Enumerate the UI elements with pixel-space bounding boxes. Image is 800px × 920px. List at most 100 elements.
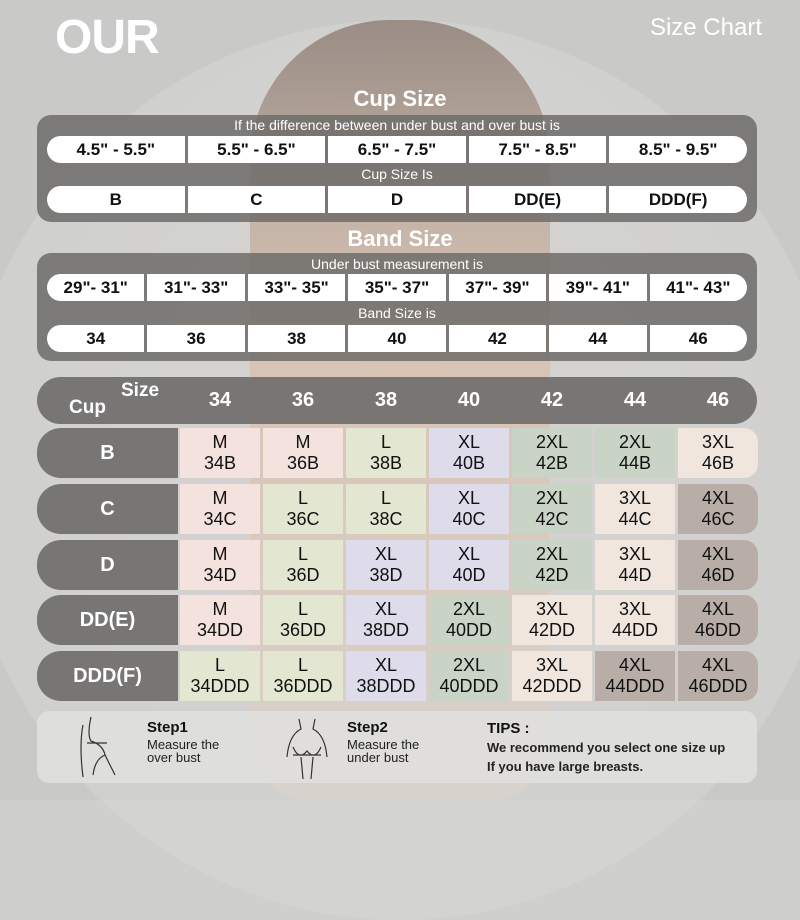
cell-code: 38C <box>369 509 403 529</box>
step1: Step1 Measure the over bust <box>147 719 220 765</box>
size-cell: 3XL 42DD <box>512 595 592 645</box>
cell-size: L <box>380 488 391 508</box>
cell-size: L <box>297 655 308 675</box>
cup-value-pill: C <box>187 186 326 213</box>
step1-title: Step1 <box>147 719 188 736</box>
size-cell: 3XL 44C <box>595 484 675 534</box>
cup-result-caption: Cup Size Is <box>361 166 433 182</box>
band-range-pill: 31"- 33" <box>147 274 245 301</box>
band-range-row: 29"- 31" 31"- 33" 33"- 35" 35"- 37" 37"- 39"… <box>47 274 747 301</box>
cell-size: XL <box>457 488 481 508</box>
cup-row-label: DDD(F) <box>37 651 178 701</box>
tips-line2: If you have large breasts. <box>487 759 644 774</box>
size-cell: L 36DDD <box>263 651 343 701</box>
size-cell: 4XL 46DD <box>678 595 758 645</box>
cell-size: XL <box>374 655 398 675</box>
cell-code: 44DDD <box>605 676 665 696</box>
step2-title: Step2 <box>347 719 388 736</box>
cell-code: 46C <box>701 509 735 529</box>
step2: Step2 Measure the under bust <box>347 719 420 764</box>
size-cell: 3XL 46B <box>678 428 758 478</box>
measure-caption: Under bust measurement is <box>311 256 483 272</box>
cell-code: 34D <box>203 565 237 585</box>
cell-size: 2XL <box>452 599 486 619</box>
cup-value-pill: D <box>328 186 466 213</box>
cell-size: 2XL <box>452 655 486 675</box>
cell-code: 36C <box>286 509 320 529</box>
cell-code: 46D <box>701 565 735 585</box>
cell-code: 38D <box>369 565 403 585</box>
band-range-pill: 35"- 37" <box>348 274 446 301</box>
measure-guide: Step1 Measure the over bust Step2 Measure t… <box>37 711 757 783</box>
size-cell: XL 38DDD <box>346 651 426 701</box>
cell-size: XL <box>457 544 481 564</box>
band-range-pill: 39"- 41" <box>549 274 647 301</box>
band-range-pill: 41"- 43" <box>649 274 747 301</box>
cell-size: 2XL <box>535 432 569 452</box>
band-column-header: 42 <box>540 389 564 411</box>
size-chart-title: Size Chart <box>649 14 762 41</box>
cup-row-label: DD(E) <box>37 595 178 645</box>
cell-code: 38DDD <box>356 676 416 696</box>
cell-size: XL <box>374 599 398 619</box>
cell-code: 34DDD <box>190 676 250 696</box>
cell-code: 46DDD <box>688 676 748 696</box>
cell-code: 34C <box>203 509 237 529</box>
step2-text: Measure the <box>347 737 420 752</box>
tips-line1: We recommend you select one size up <box>487 740 726 755</box>
cell-size: 4XL <box>701 599 735 619</box>
cell-code: 44DD <box>611 620 659 640</box>
cell-size: 3XL <box>535 655 569 675</box>
cell-code: 40D <box>452 565 486 585</box>
cell-code: 46DD <box>694 620 742 640</box>
band-value-pill: 44 <box>549 325 647 352</box>
step1-text2: over bust <box>147 750 201 765</box>
band-column-header: 34 <box>208 389 232 411</box>
band-value-pill: 38 <box>247 325 346 352</box>
size-cell: L 38C <box>346 484 426 534</box>
size-cell: L 36C <box>263 484 343 534</box>
size-cell: 3XL 44DD <box>595 595 675 645</box>
cell-size: M <box>212 432 228 452</box>
cup-value-row: B C D DD(E) DDD(F) <box>47 186 747 213</box>
size-axis-label: Size <box>121 380 160 401</box>
cell-size: L <box>214 655 225 675</box>
cell-code: 40DDD <box>439 676 499 696</box>
cell-code: 44C <box>618 509 652 529</box>
cell-size: XL <box>374 544 398 564</box>
logo: OUR <box>55 11 160 64</box>
cup-size-box: If the difference between under bust and… <box>37 115 757 222</box>
size-cell: L 36D <box>263 540 343 590</box>
cell-size: 4XL <box>701 655 735 675</box>
size-cell: XL 40B <box>429 428 509 478</box>
band-value-pill: 36 <box>147 325 245 352</box>
size-cell: 3XL 44D <box>595 540 675 590</box>
cell-size: 2XL <box>535 488 569 508</box>
cup-axis-label: Cup <box>69 397 106 418</box>
cell-size: 4XL <box>618 655 652 675</box>
band-range-pill: 33"- 35" <box>247 274 346 301</box>
step1-text: Measure the <box>147 737 220 752</box>
cell-code: 36DDD <box>273 676 333 696</box>
band-value-row: 34 36 38 40 42 44 46 <box>47 325 747 352</box>
table-header: Cup Size 34 36 38 40 42 44 46 <box>37 377 757 424</box>
cell-code: 44B <box>618 453 652 473</box>
over-bust-figure-icon <box>80 716 116 778</box>
cup-value-pill: DD(E) <box>468 186 607 213</box>
cell-code: 34B <box>203 453 237 473</box>
cell-size: 2XL <box>535 544 569 564</box>
cell-code: 36B <box>286 453 320 473</box>
cell-size: XL <box>457 432 481 452</box>
band-range-pill: 29"- 31" <box>47 274 145 301</box>
cell-code: 34DD <box>196 620 244 640</box>
size-cell: 4XL 46DDD <box>678 651 758 701</box>
cup-range-pill: 7.5" - 8.5" <box>468 136 607 163</box>
cell-size: M <box>295 432 311 452</box>
under-bust-figure-icon <box>286 718 328 780</box>
cell-size: L <box>297 488 308 508</box>
cup-row-label: B <box>37 428 178 478</box>
tips-title: TIPS : <box>487 720 530 737</box>
cup-range-pill: 6.5" - 7.5" <box>328 136 466 163</box>
band-column-header: 40 <box>457 389 481 411</box>
cell-size: L <box>297 599 308 619</box>
